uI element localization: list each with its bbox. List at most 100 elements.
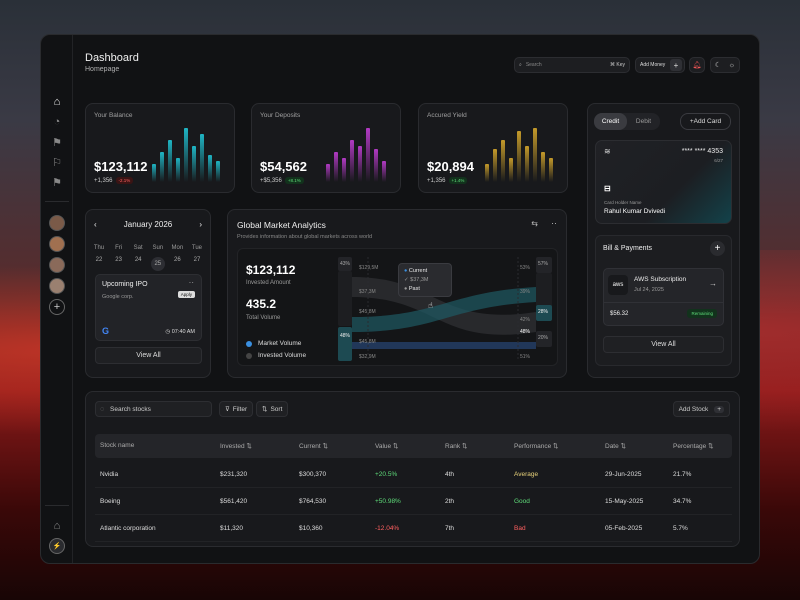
- spinner-icon: ◌: [100, 405, 105, 413]
- table-row[interactable]: Nvidia $231,320 $300,370 +20.5% 4th Average 29…: [95, 461, 732, 488]
- bill-item[interactable]: aws AWS Subscription Jul 24, 2025 → $56.…: [603, 268, 724, 326]
- sort-icon: ⇅: [462, 443, 468, 450]
- column-header[interactable]: Performance ⇅: [514, 442, 558, 450]
- left-pct-label: 48%: [340, 333, 351, 339]
- cards-panel: Credit Debit + Add Card ≋ **** **** 4353…: [587, 103, 740, 378]
- column-header[interactable]: Value ⇅: [375, 442, 398, 450]
- chevron-left-icon[interactable]: ‹: [94, 220, 97, 229]
- table-cell: 05-Feb-2025: [605, 525, 643, 532]
- home-icon[interactable]: ⌂: [53, 96, 61, 108]
- column-header[interactable]: Date ⇅: [605, 442, 626, 450]
- bill-amount: $56.32: [610, 311, 629, 317]
- legend-market: Market Volume: [246, 340, 301, 347]
- more-icon[interactable]: ··: [551, 218, 557, 228]
- stat-bar: [160, 152, 164, 182]
- column-header-label: Current: [299, 443, 321, 450]
- stat-card[interactable]: Accured Yield $20,894 +1,356 +1.4%: [418, 103, 568, 193]
- flag-icon-3[interactable]: ⚑: [52, 176, 62, 189]
- tooltip-dot: ●: [404, 268, 409, 274]
- flag-icon[interactable]: ⚑: [52, 136, 62, 149]
- table-cell: +50.98%: [375, 498, 401, 505]
- table-row[interactable]: Boeing $561,420 $764,530 +50.98% 2th Good 15-M…: [95, 488, 732, 515]
- stat-bar: [366, 128, 370, 182]
- tab-debit[interactable]: Debit: [635, 118, 652, 125]
- arrow-right-icon[interactable]: →: [709, 279, 717, 288]
- calendar-date[interactable]: 25: [150, 257, 165, 271]
- add-card-button[interactable]: + Add Card: [680, 113, 731, 130]
- column-header-label: Rank: [445, 443, 461, 450]
- sun-icon[interactable]: ☼: [728, 61, 736, 69]
- more-icon[interactable]: ··: [188, 278, 194, 287]
- bills-card: Bill & Payments + aws AWS Subscription J…: [595, 235, 732, 366]
- settings-icon[interactable]: ⌂: [53, 520, 61, 532]
- stat-bar: [501, 140, 505, 182]
- add-bill-button[interactable]: +: [710, 241, 725, 256]
- legend-label: Invested Volume: [258, 352, 307, 359]
- table-cell: 5.7%: [673, 525, 688, 532]
- plus-icon: +: [670, 59, 682, 71]
- table-cell: $300,370: [299, 471, 327, 478]
- stat-value: $54,562: [260, 159, 307, 174]
- sort-button[interactable]: ⇅ Sort: [256, 401, 289, 417]
- invested-amount-value: $123,112: [246, 263, 296, 277]
- column-header[interactable]: Invested ⇅: [220, 442, 252, 450]
- stat-bar: [176, 158, 180, 182]
- stat-bar: [525, 146, 529, 182]
- calendar-date[interactable]: 26: [174, 257, 181, 263]
- avatar[interactable]: [49, 278, 65, 294]
- sort-icon: ⇅: [392, 443, 399, 450]
- stat-bar: [358, 146, 362, 182]
- stock-search-input[interactable]: ◌ Search stocks: [95, 401, 212, 417]
- column-header[interactable]: Percentage ⇅: [673, 442, 714, 450]
- tab-credit[interactable]: Credit: [594, 113, 627, 130]
- chevron-right-icon[interactable]: ›: [199, 220, 202, 229]
- swap-icon[interactable]: ⇆: [531, 219, 538, 228]
- plus-icon: +: [714, 405, 724, 413]
- column-header[interactable]: Rank ⇅: [445, 442, 467, 450]
- calendar-date[interactable]: 27: [193, 257, 201, 263]
- avatar[interactable]: [49, 236, 65, 252]
- stat-bar: [374, 149, 378, 182]
- flow-value-label: $37,3M: [359, 289, 376, 295]
- view-all-button[interactable]: View All: [95, 347, 202, 364]
- column-header[interactable]: Current ⇅: [299, 442, 328, 450]
- analytics-title: Global Market Analytics: [237, 220, 326, 230]
- search-input[interactable]: ⌕ Search ⌘ Key: [514, 57, 630, 73]
- notification-bell-icon[interactable]: 🔔︎: [689, 57, 705, 73]
- table-cell: 4th: [445, 471, 455, 478]
- avatar[interactable]: [49, 215, 65, 231]
- moon-icon[interactable]: ☾: [714, 62, 722, 69]
- calendar-date[interactable]: 22: [95, 257, 103, 263]
- calendar-date[interactable]: 23: [115, 257, 122, 263]
- column-header[interactable]: Stock name: [100, 442, 134, 449]
- logout-icon[interactable]: ⚡: [49, 538, 65, 554]
- stat-bar-chart: [152, 122, 220, 182]
- calendar-date[interactable]: 24: [134, 257, 142, 263]
- bell-outline-icon[interactable]: ◔: [53, 116, 61, 128]
- table-cell: $11,320: [220, 525, 244, 532]
- add-user-button[interactable]: +: [49, 299, 65, 315]
- flag-icon-2[interactable]: ⚐: [52, 156, 62, 169]
- flow-value-label: 53%: [520, 265, 531, 271]
- table-cell: 29-Jun-2025: [605, 471, 642, 478]
- table-row[interactable]: Atlantic corporation $11,320 $10,360 -12.04…: [95, 515, 732, 542]
- legend-label: Market Volume: [258, 340, 302, 347]
- add-money-button[interactable]: Add Money +: [635, 57, 685, 73]
- stat-bar: [192, 146, 196, 182]
- view-all-bills-button[interactable]: View All: [603, 336, 724, 353]
- sort-icon: ⇅: [553, 443, 559, 450]
- stat-value: $123,112: [94, 159, 148, 174]
- theme-toggle[interactable]: ☾ ☼: [710, 57, 740, 73]
- avatar[interactable]: [49, 257, 65, 273]
- stat-card[interactable]: Your Deposits $54,562 +$5,356 +8.1%: [251, 103, 401, 193]
- filter-button[interactable]: ⊽ Filter: [219, 401, 254, 417]
- stat-delta: +1,356 -2.1%: [94, 177, 134, 184]
- apply-button[interactable]: Apply: [177, 291, 195, 298]
- stat-label: Your Balance: [94, 112, 133, 119]
- add-stock-button[interactable]: Add Stock +: [672, 401, 730, 417]
- legend-dot: [246, 340, 252, 347]
- credit-card[interactable]: ≋ **** **** 4353 6/27 ⊟ Card Holder Name…: [595, 140, 732, 224]
- stat-card[interactable]: Your Balance $123,112 +1,356 -2.1%: [85, 103, 235, 193]
- tooltip-current: Current: [408, 268, 428, 274]
- event-card[interactable]: Upcoming IPO ·· Google corp. Apply G ◷ 0…: [95, 274, 202, 341]
